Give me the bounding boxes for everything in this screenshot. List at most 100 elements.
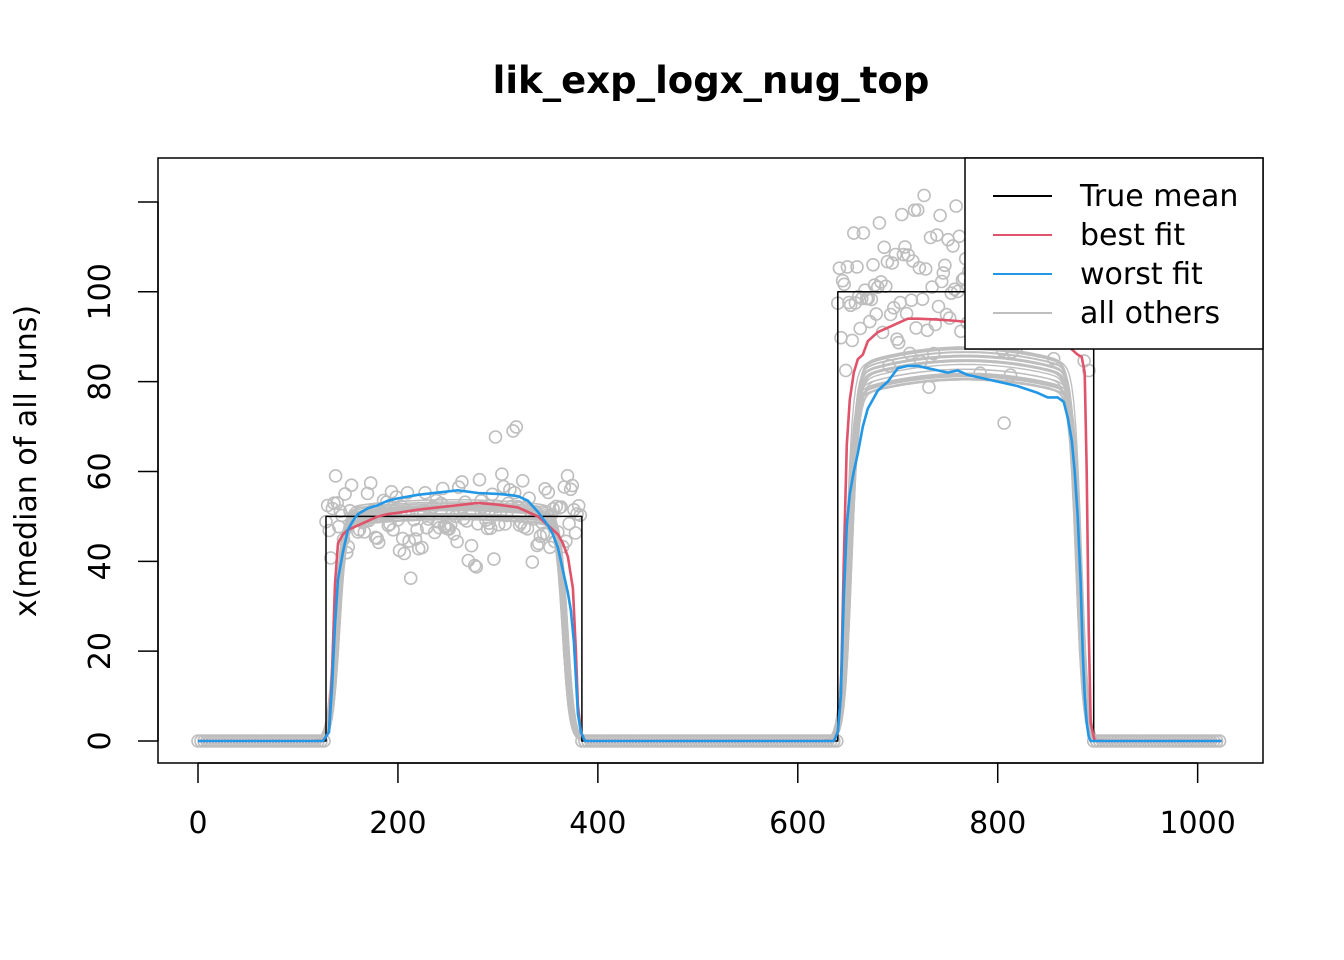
data-point bbox=[562, 516, 576, 531]
data-point bbox=[573, 508, 588, 523]
other-fits bbox=[198, 346, 1222, 742]
x-tick-label: 400 bbox=[569, 806, 626, 841]
data-point bbox=[915, 292, 930, 307]
data-point bbox=[525, 555, 540, 569]
legend-label: all others bbox=[1080, 296, 1220, 331]
data-point bbox=[917, 188, 931, 203]
data-point bbox=[533, 529, 548, 544]
data-point bbox=[912, 260, 927, 275]
x-tick-label: 600 bbox=[769, 806, 826, 841]
x-tick-label: 0 bbox=[188, 806, 207, 841]
data-point bbox=[488, 430, 503, 444]
data-point bbox=[845, 333, 860, 348]
data-point bbox=[846, 226, 861, 240]
other-fit-line bbox=[198, 378, 1222, 742]
data-point bbox=[872, 216, 887, 230]
y-tick-label: 100 bbox=[83, 263, 118, 320]
data-point bbox=[363, 476, 378, 490]
data-point bbox=[483, 521, 498, 536]
y-tick-label: 80 bbox=[83, 363, 118, 401]
data-point bbox=[898, 240, 912, 254]
data-point bbox=[568, 526, 583, 540]
data-point bbox=[838, 363, 853, 378]
legend: True mean best fit worst fit all others bbox=[964, 157, 1264, 350]
data-point bbox=[338, 487, 352, 501]
legend-label: True mean bbox=[1079, 179, 1238, 214]
y-axis-title: x(median of all runs) bbox=[9, 305, 44, 617]
legend-label: best fit bbox=[1080, 218, 1185, 253]
x-tick-label: 200 bbox=[369, 806, 426, 841]
chart-title: lik_exp_logx_nug_top bbox=[493, 59, 930, 102]
data-point bbox=[936, 266, 951, 280]
data-point bbox=[923, 230, 938, 245]
data-point bbox=[509, 420, 524, 434]
data-point bbox=[357, 525, 372, 539]
data-point bbox=[933, 208, 947, 223]
data-point bbox=[864, 292, 879, 307]
data-point bbox=[918, 262, 933, 276]
data-point bbox=[946, 239, 960, 253]
data-point bbox=[862, 314, 877, 329]
data-point bbox=[435, 481, 450, 496]
data-point bbox=[410, 522, 424, 537]
data-point bbox=[455, 475, 469, 489]
data-point bbox=[403, 571, 418, 586]
data-point bbox=[507, 485, 522, 500]
data-point bbox=[910, 203, 925, 217]
data-point bbox=[397, 546, 412, 561]
data-point bbox=[931, 299, 946, 314]
data-point bbox=[840, 260, 855, 274]
other-fit-line bbox=[198, 379, 1222, 742]
data-point bbox=[853, 321, 868, 336]
data-point bbox=[415, 540, 429, 555]
series-line-worst-fit bbox=[198, 364, 1222, 743]
data-point bbox=[344, 478, 359, 493]
data-point bbox=[330, 496, 345, 510]
data-point bbox=[938, 258, 952, 273]
y-tick-label: 60 bbox=[83, 452, 118, 490]
data-point bbox=[837, 277, 852, 292]
legend-box bbox=[964, 157, 1264, 350]
legend-label: worst fit bbox=[1080, 257, 1203, 292]
data-point bbox=[1082, 363, 1096, 378]
data-point bbox=[869, 307, 884, 321]
data-point bbox=[874, 275, 888, 289]
data-point bbox=[447, 526, 461, 541]
x-tick-label: 800 bbox=[969, 806, 1026, 841]
data-point bbox=[883, 307, 898, 322]
data-point bbox=[877, 240, 892, 255]
series-line-true-mean bbox=[198, 291, 1222, 742]
data-point bbox=[934, 274, 949, 289]
data-point bbox=[896, 247, 911, 262]
data-point bbox=[400, 485, 415, 500]
y-tick-label: 40 bbox=[83, 542, 118, 580]
data-point bbox=[947, 282, 962, 297]
data-point bbox=[571, 498, 586, 513]
data-point bbox=[515, 473, 530, 488]
data-point bbox=[997, 416, 1011, 430]
data-point bbox=[949, 199, 963, 213]
data-point bbox=[371, 535, 386, 550]
data-point bbox=[469, 560, 484, 574]
x-tick-label: 1000 bbox=[1159, 806, 1235, 841]
data-point bbox=[930, 228, 944, 242]
data-point bbox=[472, 472, 487, 487]
y-axis: 0 20 40 60 80 100 bbox=[83, 201, 159, 751]
data-point bbox=[328, 469, 343, 483]
data-point bbox=[891, 335, 906, 350]
data-point bbox=[565, 478, 580, 493]
data-point bbox=[395, 531, 410, 546]
data-point bbox=[866, 257, 880, 272]
data-point bbox=[944, 286, 959, 301]
data-point bbox=[909, 321, 923, 335]
data-point bbox=[952, 229, 967, 244]
other-fit-line bbox=[198, 379, 1222, 742]
data-point bbox=[464, 538, 479, 553]
series-lines bbox=[198, 291, 1222, 743]
data-point bbox=[885, 256, 900, 270]
data-point bbox=[541, 485, 556, 500]
data-point bbox=[842, 295, 856, 310]
data-point bbox=[538, 481, 552, 496]
data-point bbox=[920, 323, 935, 338]
